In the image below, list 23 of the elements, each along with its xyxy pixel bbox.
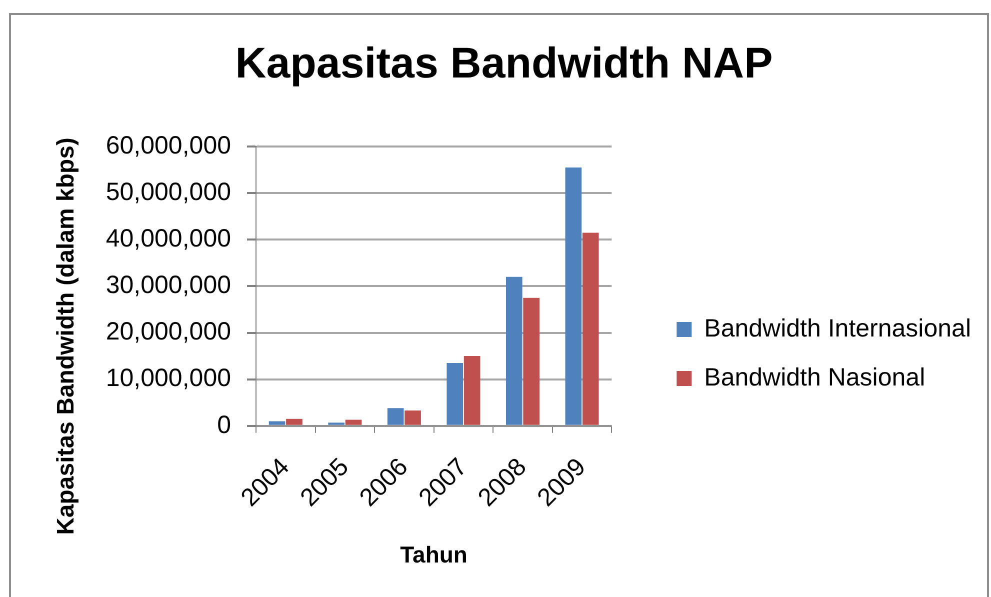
bar [387, 408, 404, 425]
bar [268, 421, 286, 425]
bar [523, 298, 540, 425]
bar [565, 168, 582, 425]
bar [446, 363, 464, 425]
y-tick-label: 40,000,000 [106, 224, 231, 253]
bar [464, 356, 480, 425]
y-tick-label: 0 [217, 410, 231, 439]
bar [286, 418, 302, 425]
bar [345, 420, 362, 425]
y-tick-label: 10,000,000 [106, 364, 231, 392]
y-tick-label: 30,000,000 [106, 271, 231, 300]
legend-label: Bandwidth Nasional [704, 363, 926, 392]
legend-label: Bandwidth Internasional [704, 314, 972, 342]
chart-title: Kapasitas Bandwidth NAP [235, 40, 773, 88]
bar [582, 232, 599, 425]
y-tick-label: 60,000,000 [106, 131, 231, 160]
y-axis-title: Kapasitas Bandwidth (dalam kbps) [52, 138, 80, 535]
bar [506, 276, 522, 425]
x-axis-title: Tahun [400, 542, 468, 568]
y-tick-label: 50,000,000 [106, 178, 231, 206]
y-tick-label: 20,000,000 [106, 318, 231, 346]
bar [404, 410, 421, 425]
